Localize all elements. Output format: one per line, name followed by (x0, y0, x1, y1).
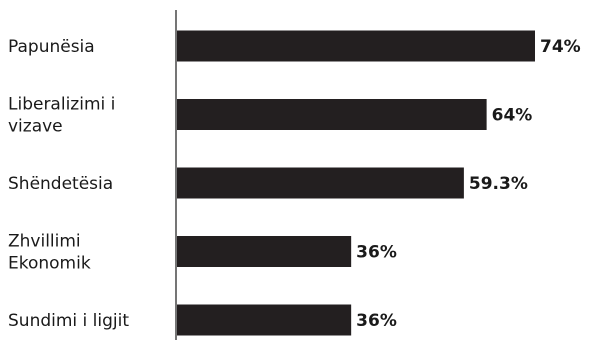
category-label-line: vizave (8, 117, 63, 137)
bar-2 (177, 167, 464, 199)
category-label-line: Sundimi i ligjit (8, 311, 129, 331)
bar-3 (177, 236, 352, 267)
category-label-line: Ekonomik (8, 254, 91, 274)
value-label-1: 64% (492, 106, 533, 126)
category-label-1: Liberalizimi i vizave (8, 95, 115, 137)
bar-4 (177, 304, 352, 336)
bar-1 (177, 99, 487, 130)
value-label-2: 59.3% (469, 174, 528, 194)
category-label-4: Sundimi i ligjit (8, 311, 129, 331)
value-label-4: 36% (356, 311, 397, 331)
bar-0 (177, 30, 535, 62)
category-label-3: Zhvillimi Ekonomik (8, 232, 91, 274)
value-label-0: 74% (540, 37, 581, 57)
category-label-line: Papunësia (8, 37, 95, 57)
value-label-3: 36% (356, 243, 397, 263)
category-label-line: Zhvillimi (8, 232, 81, 252)
category-label-line: Liberalizimi i (8, 95, 115, 115)
category-label-2: Shëndetësia (8, 174, 113, 194)
category-label-line: Shëndetësia (8, 174, 113, 194)
category-label-0: Papunësia (8, 37, 95, 57)
